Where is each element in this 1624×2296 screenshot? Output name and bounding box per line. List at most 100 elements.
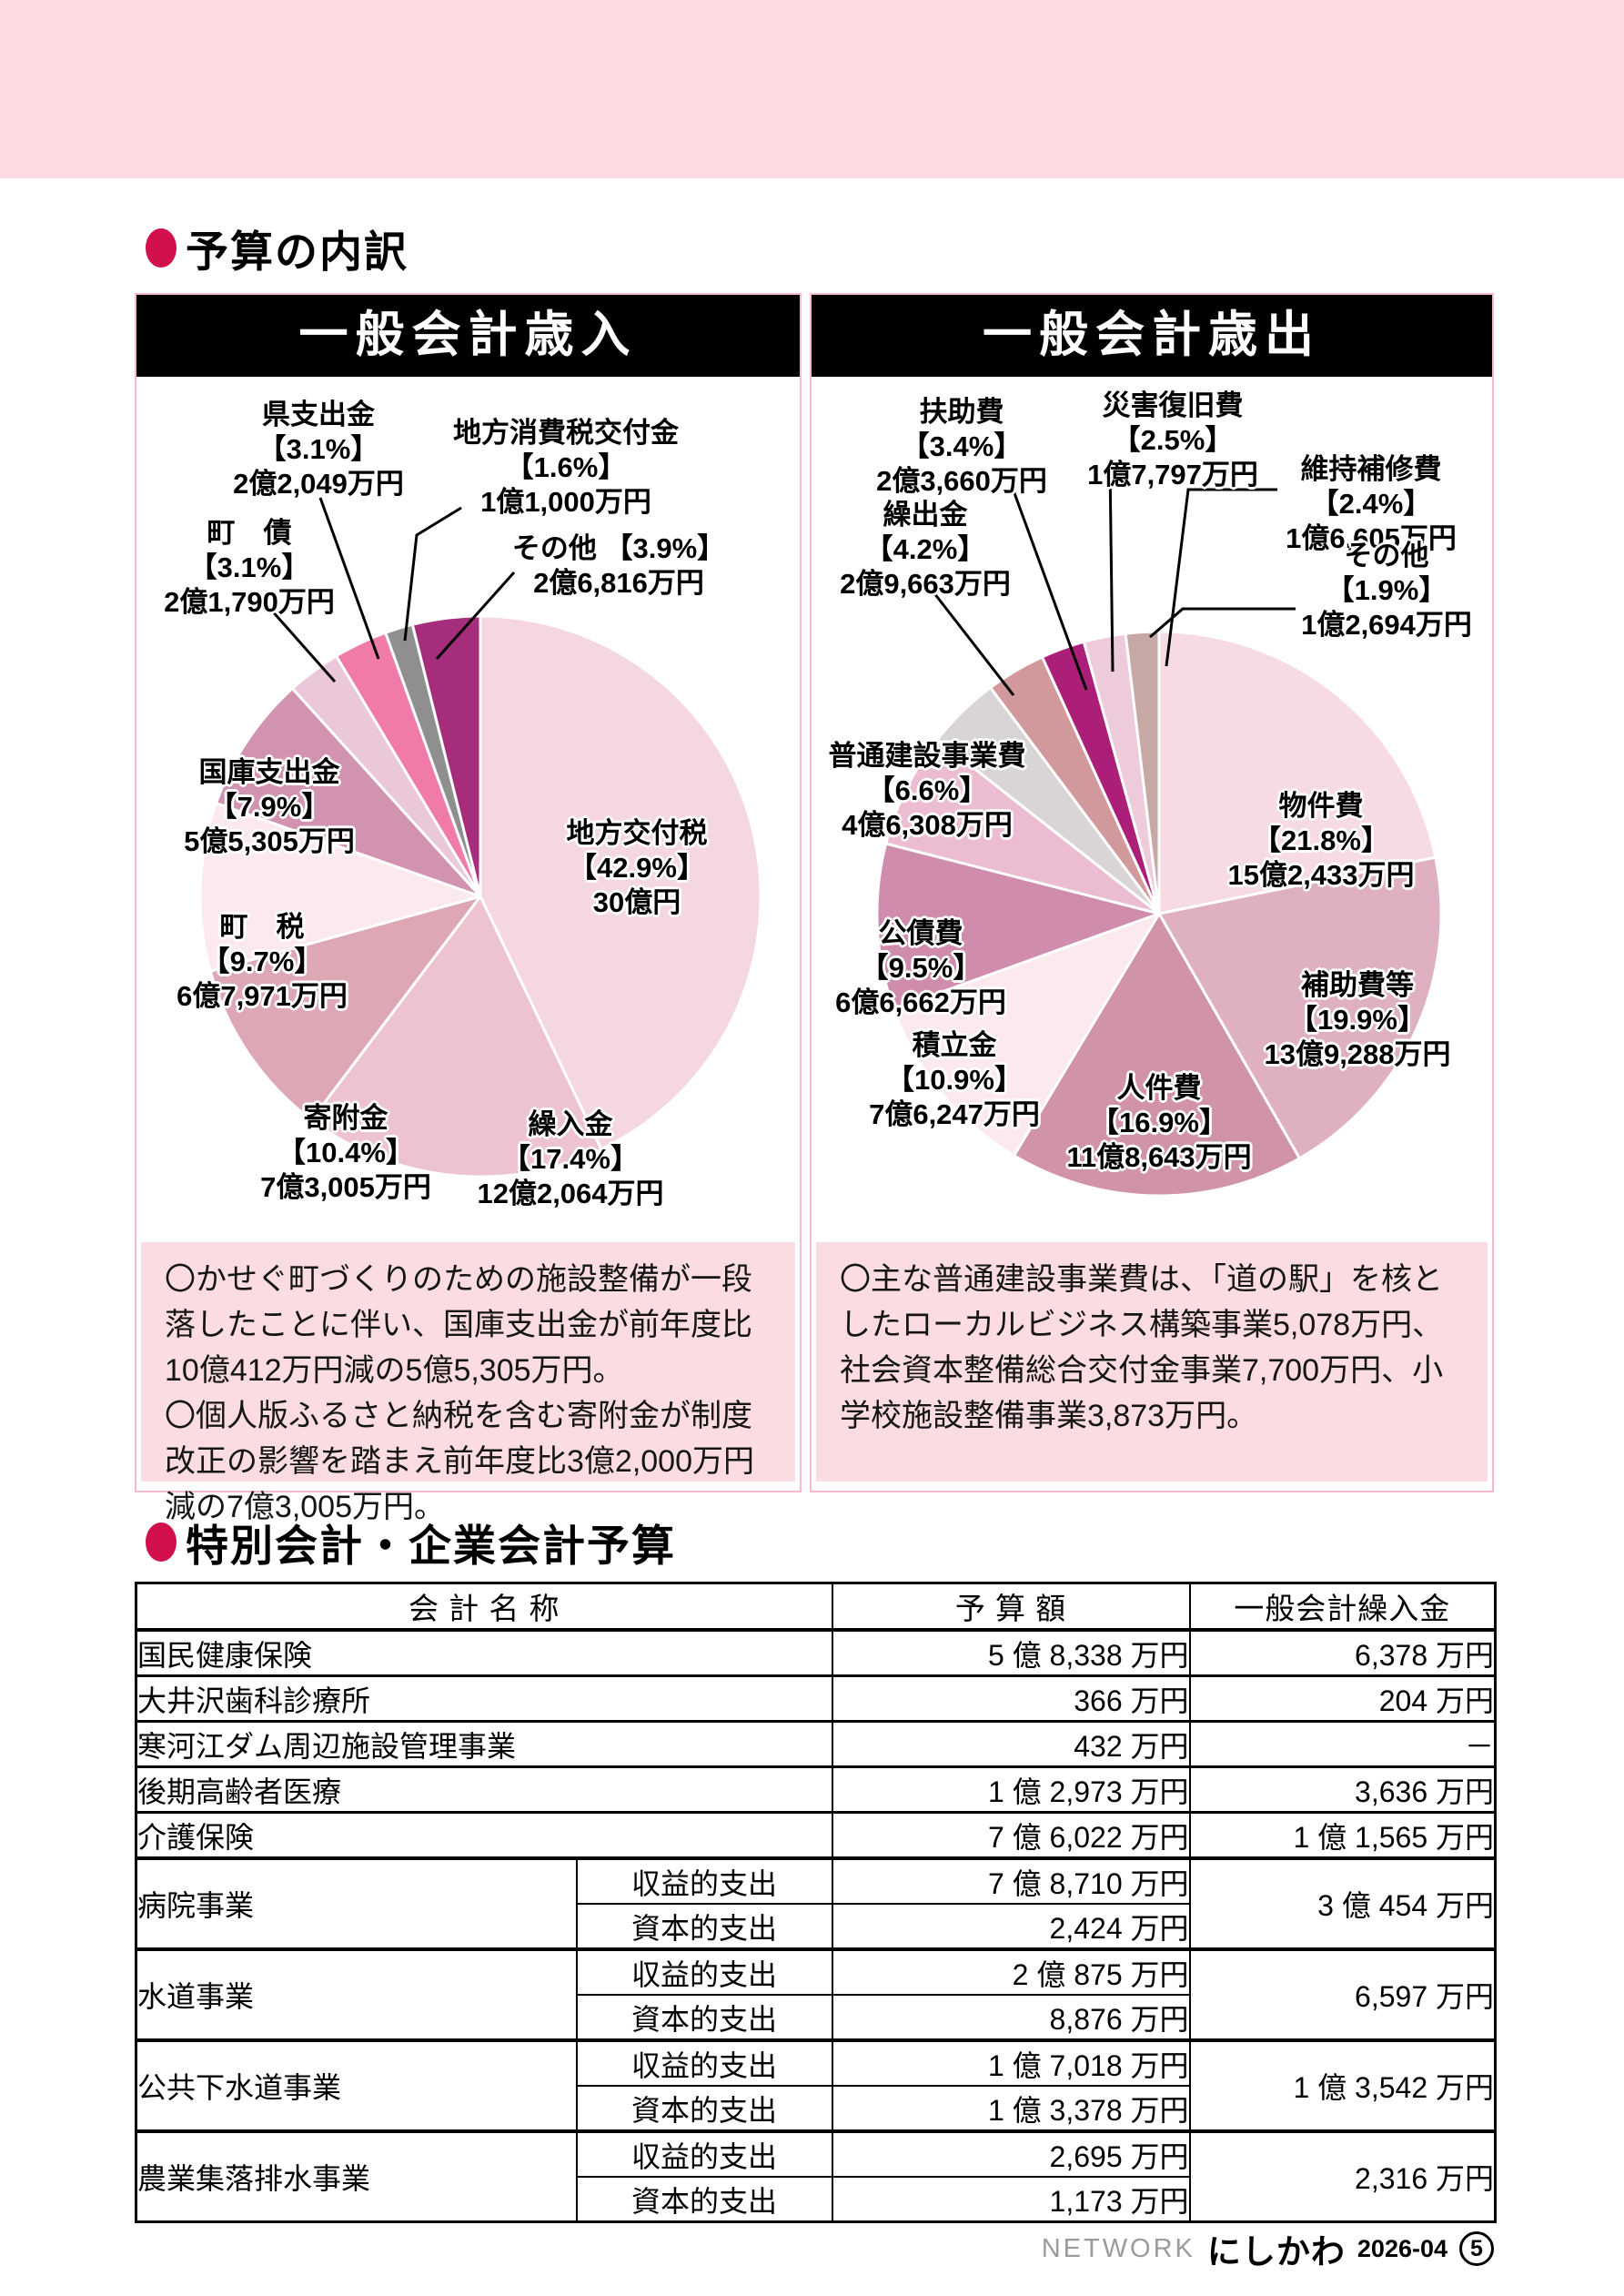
- pie-slice-label: 町 税【9.7%】 6億7,971万円: [177, 911, 348, 1012]
- revenue-note: 〇かせぐ町づくりのための施設整備が一段落したことに伴い、国庫支出金が前年度比10…: [141, 1242, 795, 1524]
- account-name: 大井沢歯科診療所: [135, 1674, 833, 1723]
- transfer-value: 204 万円: [1188, 1674, 1497, 1723]
- account-name: 介護保険: [135, 1811, 833, 1859]
- budget-value: 366 万円: [831, 1674, 1191, 1723]
- pie-slice-label: 繰入金 【17.4%】 12億2,064万円: [477, 1108, 664, 1209]
- page-title-text: 予算の内訳: [186, 228, 409, 276]
- leader-line: [318, 497, 380, 660]
- pie-slice: [198, 802, 482, 973]
- account-name: 病院事業: [135, 1856, 578, 1950]
- pie-slice-label: 公債費 【9.5%】 6億6,662万円: [835, 917, 1006, 1018]
- col-header-account-name: 会 計 名 称: [135, 1582, 833, 1632]
- revenue-panel-title: 一般会計歳入: [298, 308, 638, 362]
- transfer-value: 1 億 1,565 万円: [1188, 1811, 1497, 1859]
- table-row: 介護保険 7 億 6,022 万円 1 億 1,565 万円: [135, 1811, 1497, 1859]
- pie-slice-label: 国庫支出金 【7.9%】 5億5,305万円: [184, 756, 355, 857]
- sub-label: 資本的支出: [575, 1994, 833, 2041]
- pie-slice: [208, 895, 482, 1122]
- pie-slice-label: 扶助費 【3.4%】 2億3,660万円: [876, 396, 1047, 497]
- account-name: 国民健康保険: [135, 1628, 833, 1677]
- col-header-budget: 予 算 額: [831, 1582, 1191, 1632]
- pie-slice: [410, 614, 482, 898]
- transfer-value: 6,378 万円: [1188, 1628, 1497, 1677]
- page-title: 予算の内訳: [146, 217, 409, 279]
- pie-slice-label: 地方消費税交付金 【1.6%】 1億1,000万円: [453, 417, 679, 518]
- section2-title-text: 特別会計・企業会計予算: [186, 1522, 676, 1570]
- leader-line: [262, 601, 337, 683]
- sub-label: 収益的支出: [575, 2129, 833, 2178]
- revenue-pie-chart: [198, 497, 762, 1178]
- table-row: 病院事業 収益的支出 7 億 8,710 万円 3 億 454 万円: [135, 1856, 1497, 1950]
- page-footer: NETWORK にしかわ 2026-04 5: [1042, 2224, 1494, 2273]
- leader-line: [1005, 472, 1088, 691]
- pie-slice-label: 地方交付税 【42.9%】 30億円: [566, 817, 708, 918]
- pie-slice-label: 繰出金 【4.2%】 2億9,663万円: [840, 499, 1011, 600]
- account-name: 寒河江ダム周辺施設管理事業: [135, 1720, 833, 1768]
- sub-label: 収益的支出: [575, 2038, 833, 2087]
- leader-line: [1149, 607, 1296, 639]
- pie-slice: [1124, 630, 1161, 915]
- pie-slice-label: その他 【1.9%】 1億2,694万円: [1301, 540, 1472, 641]
- budget-value: 1,173 万円: [831, 2176, 1191, 2223]
- pie-slice: [1013, 912, 1301, 1198]
- account-name: 後期高齢者医療: [135, 1765, 833, 1814]
- pie-slice-label: 維持補修費 【2.4%】 1億6,605万円: [1286, 453, 1457, 554]
- budget-value: 8,876 万円: [831, 1994, 1191, 2041]
- pie-slice: [1157, 630, 1437, 915]
- expenditure-note: 〇主な普通建設事業費は、「道の駅」を核としたローカルビジネス構築事業5,078万…: [816, 1242, 1488, 1482]
- revenue-panel-header: 一般会計歳入: [136, 295, 800, 377]
- transfer-value: 3,636 万円: [1188, 1765, 1497, 1814]
- pie-slice-label: 補助費等 【19.9%】 13億9,288万円: [1264, 969, 1451, 1070]
- leader-line: [933, 592, 1015, 696]
- pie-slice-label: 普通建設事業費 【6.6%】 4億6,308万円: [828, 740, 1026, 841]
- table-row: 資本的支出 2,424 万円: [136, 1903, 1496, 1950]
- budget-value: 7 億 8,710 万円: [831, 1856, 1191, 1905]
- revenue-pie-labels: 地方交付税 【42.9%】 30億円繰入金 【17.4%】 12億2,064万円 寄附金【…: [136, 295, 800, 1491]
- leader-line: [1165, 488, 1277, 667]
- red-bullet-icon: [146, 1522, 177, 1562]
- leader-line: [403, 506, 462, 642]
- pie-slice-label: 災害復旧費 【2.5%】 1億7,797万円: [1087, 389, 1258, 491]
- sub-label: 資本的支出: [575, 2085, 833, 2132]
- table-row: 大井沢歯科診療所 366 万円 204 万円: [135, 1674, 1497, 1723]
- pie-slice: [875, 842, 1161, 1011]
- budget-value: 2,695 万円: [831, 2129, 1191, 2178]
- red-bullet-icon: [146, 228, 177, 268]
- pie-slice-label: 県支出金 【3.1%】 2億2,049万円: [233, 399, 404, 500]
- expenditure-pie-chart: [875, 465, 1443, 1198]
- top-pink-band: [0, 0, 1624, 178]
- budget-value: 432 万円: [831, 1720, 1191, 1768]
- pie-slice-label: 寄附金 【10.4%】 7億3,005万円: [260, 1102, 431, 1203]
- budget-value: 2 億 875 万円: [831, 1947, 1191, 1996]
- account-name: 公共下水道事業: [135, 2038, 578, 2132]
- transfer-value: 3 億 454 万円: [1188, 1856, 1497, 1950]
- table-row: 水道事業 収益的支出 2 億 875 万円 6,597 万円: [135, 1947, 1497, 2041]
- transfer-value: －: [1188, 1720, 1497, 1768]
- table-header-row: 会 計 名 称 予 算 額 一般会計繰入金: [135, 1582, 1497, 1632]
- sub-label: 資本的支出: [575, 1903, 833, 1950]
- table-row: 国民健康保険 5 億 8,338 万円 6,378 万円: [135, 1628, 1497, 1677]
- budget-value: 1 億 3,378 万円: [831, 2085, 1191, 2132]
- footer-issue-date: 2026-04: [1357, 2234, 1447, 2262]
- transfer-value: 1 億 3,542 万円: [1188, 2038, 1497, 2132]
- section2-title: 特別会計・企業会計予算: [146, 1511, 676, 1573]
- table-row: 農業集落排水事業 収益的支出 2,695 万円 2,316 万円: [135, 2129, 1497, 2223]
- pie-slice: [479, 614, 762, 1151]
- account-name: 水道事業: [135, 1947, 578, 2041]
- transfer-value: 6,597 万円: [1188, 1947, 1497, 2041]
- sub-label: 収益的支出: [575, 1947, 833, 1996]
- expenditure-panel: 一般会計歳出 物件費 【21.8%】 15億2,433万円補助費等 【19.9%】 13…: [810, 293, 1494, 1492]
- special-accounts-table: 会 計 名 称 予 算 額 一般会計繰入金 国民健康保険 5 億 8,338 万円…: [135, 1582, 1498, 2223]
- table-row: 後期高齢者医療 1 億 2,973 万円 3,636 万円: [135, 1765, 1497, 1814]
- col-header-transfer: 一般会計繰入金: [1188, 1582, 1497, 1632]
- transfer-value: 2,316 万円: [1188, 2129, 1497, 2223]
- revenue-panel: 一般会計歳入 地方交付税 【42.9%】 30億円繰入金 【17.4%】 12億2,06…: [135, 293, 802, 1524]
- account-name: 農業集落排水事業: [135, 2129, 578, 2223]
- expenditure-panel-title: 一般会計歳出: [983, 308, 1321, 362]
- pie-slice-label: 積立金 【10.9%】 7億6,247万円: [869, 1029, 1040, 1130]
- pie-slice-label: 物件費 【21.8%】 15億2,433万円: [1227, 790, 1415, 891]
- budget-value: 1 億 7,018 万円: [831, 2038, 1191, 2087]
- pie-slice: [309, 895, 603, 1178]
- footer-brand: にしかわ: [1206, 2233, 1346, 2271]
- pie-slice: [892, 912, 1161, 1158]
